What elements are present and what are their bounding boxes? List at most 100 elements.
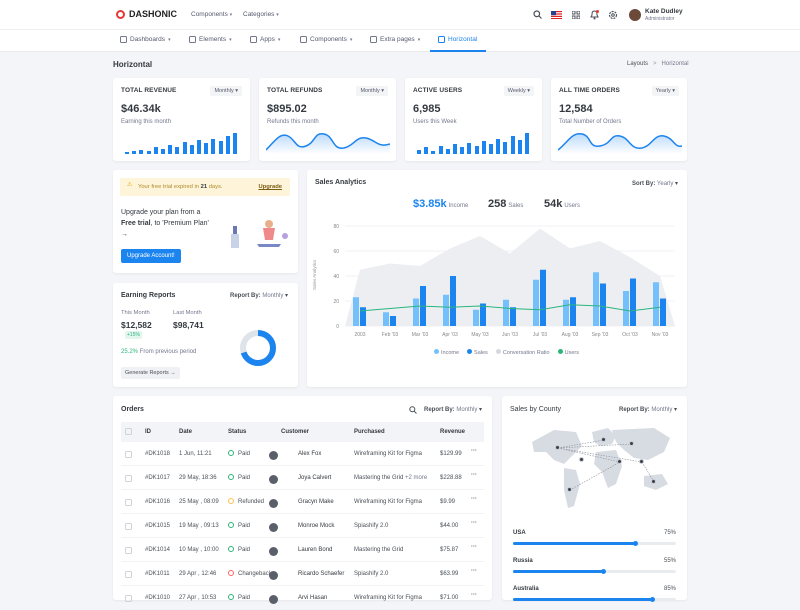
order-revenue: $44.00 xyxy=(440,523,459,529)
more-actions-icon[interactable]: ··· xyxy=(471,592,477,598)
table-row[interactable]: #DK1015 19 May , 09:13 Paid Monroe Mock Spia… xyxy=(121,514,484,538)
col-customer[interactable]: Customer xyxy=(281,429,310,435)
x-tick-label: Jun '03 xyxy=(502,332,518,338)
stat-filter-dropdown[interactable]: Monthly ▾ xyxy=(356,86,388,96)
sparkline-bar xyxy=(211,138,216,154)
order-id[interactable]: #DK1016 xyxy=(145,499,171,505)
row-checkbox[interactable] xyxy=(125,571,132,578)
more-actions-icon[interactable]: ··· xyxy=(471,544,477,550)
order-revenue: $228.88 xyxy=(440,475,462,481)
sparkline-bar xyxy=(197,140,201,154)
row-checkbox[interactable] xyxy=(125,475,132,482)
arrow-right-icon: → xyxy=(170,370,176,376)
purchased-extra[interactable]: +2 more xyxy=(405,475,428,481)
sort-dropdown[interactable]: Sort By: Yearly ▾ xyxy=(632,181,679,187)
stat-filter-dropdown[interactable]: Weekly ▾ xyxy=(503,86,534,96)
map-marker[interactable] xyxy=(567,487,572,492)
menu-horizontal[interactable]: Horizontal xyxy=(438,36,477,43)
row-checkbox[interactable] xyxy=(125,451,132,458)
stat-filter-dropdown[interactable]: Monthly ▾ xyxy=(210,86,242,96)
table-row[interactable]: #DK1014 10 May , 10:00 Paid Lauren Bond Mast… xyxy=(121,538,484,562)
order-revenue: $75.87 xyxy=(440,547,459,553)
menu-dashboards[interactable]: Dashboards ▾ xyxy=(120,36,171,43)
legend-item[interactable]: Sales xyxy=(467,349,488,356)
gear-icon[interactable] xyxy=(608,10,618,20)
chevron-down-icon: ▾ xyxy=(229,12,233,18)
row-checkbox[interactable] xyxy=(125,499,132,506)
series-area-conversation-ratio xyxy=(345,228,675,326)
stat-subtitle: Earning this month xyxy=(121,119,172,125)
categories-menu[interactable]: Categories ▾ xyxy=(243,11,279,18)
bar-sales xyxy=(510,307,516,326)
menu-elements[interactable]: Elements ▾ xyxy=(189,36,232,43)
legend-item[interactable]: Conversation Ratio xyxy=(495,349,550,356)
earning-report-dropdown[interactable]: Report By: Monthly ▾ xyxy=(230,293,289,299)
more-actions-icon[interactable]: ··· xyxy=(471,496,477,502)
map-marker[interactable] xyxy=(651,479,656,484)
more-actions-icon[interactable]: ··· xyxy=(471,520,477,526)
components-menu[interactable]: Components ▾ xyxy=(191,11,232,18)
col-status[interactable]: Status xyxy=(228,429,247,435)
order-revenue: $63.99 xyxy=(440,571,459,577)
order-id[interactable]: #DK1018 xyxy=(145,451,171,457)
avatar xyxy=(269,523,278,532)
search-icon[interactable] xyxy=(409,406,417,414)
map-marker[interactable] xyxy=(579,457,584,462)
stat-value: $46.34k xyxy=(121,103,161,115)
filter-label: Monthly xyxy=(360,88,380,94)
table-row[interactable]: #DK1010 27 Apr , 10:53 Paid Arvi Hasan Wiref… xyxy=(121,586,484,610)
us-flag-icon[interactable] xyxy=(551,11,562,19)
order-id[interactable]: #DK1017 xyxy=(145,475,171,481)
order-id[interactable]: #DK1010 xyxy=(145,595,171,601)
chevron-down-icon: ▾ xyxy=(229,36,232,43)
col-purchased[interactable]: Purchased xyxy=(354,429,385,435)
upgrade-account-button[interactable]: Upgrade Account! xyxy=(121,249,181,263)
row-checkbox[interactable] xyxy=(125,595,132,602)
col-id[interactable]: ID xyxy=(145,429,151,435)
more-actions-icon[interactable]: ··· xyxy=(471,448,477,454)
map-marker[interactable] xyxy=(629,441,634,446)
stat-filter-dropdown[interactable]: Yearly ▾ xyxy=(651,86,679,96)
map-marker[interactable] xyxy=(617,459,622,464)
menu-apps[interactable]: Apps ▾ xyxy=(250,36,280,43)
search-icon[interactable] xyxy=(533,10,542,19)
order-id[interactable]: #DK1015 xyxy=(145,523,171,529)
map-marker[interactable] xyxy=(555,445,560,450)
apps-grid-icon[interactable] xyxy=(572,11,580,19)
categories-label: Categories xyxy=(243,11,275,18)
chevron-down-icon: ▾ xyxy=(277,36,281,43)
map-marker[interactable] xyxy=(601,437,606,442)
legend-item[interactable]: Income xyxy=(434,349,459,356)
table-row[interactable]: #DK1017 29 May, 18:36 Paid Joya Calvert Mast… xyxy=(121,466,484,490)
orders-table-header: ID Date Status Customer Purchased Revenu… xyxy=(121,422,484,442)
map-marker[interactable] xyxy=(639,459,644,464)
row-checkbox[interactable] xyxy=(125,547,132,554)
bell-icon[interactable] xyxy=(590,10,599,20)
menu-extra-pages[interactable]: Extra pages ▾ xyxy=(370,36,420,43)
county-report-dropdown[interactable]: Report By: Monthly ▾ xyxy=(619,407,678,413)
table-row[interactable]: #DK1016 25 May , 08:09 Refunded Gracyn Make… xyxy=(121,490,484,514)
upgrade-link[interactable]: Upgrade xyxy=(258,184,282,190)
more-actions-icon[interactable]: ··· xyxy=(471,568,477,574)
bar-income xyxy=(413,298,419,326)
order-date: 25 May , 08:09 xyxy=(179,499,219,505)
order-id[interactable]: #DK1011 xyxy=(145,571,170,577)
more-actions-icon[interactable]: ··· xyxy=(471,472,477,478)
col-revenue[interactable]: Revenue xyxy=(440,429,466,435)
generate-reports-button[interactable]: Generate Reports → xyxy=(121,367,180,379)
order-id[interactable]: #DK1014 xyxy=(145,547,171,553)
row-checkbox[interactable] xyxy=(125,523,132,530)
sales-analytics-card: Sales Analytics Sort By: Yearly ▾ $3.85k… xyxy=(307,170,687,387)
select-all-checkbox[interactable] xyxy=(125,428,132,435)
bar-income xyxy=(443,294,449,326)
orders-report-dropdown[interactable]: Report By: Monthly ▾ xyxy=(424,407,483,413)
table-row[interactable]: #DK1011 29 Apr , 12:46 Changeback Ricardo S… xyxy=(121,562,484,586)
table-row[interactable]: #DK1018 1 Jun, 11:21 Paid Alex Fox Wireframi… xyxy=(121,442,484,466)
avatar[interactable] xyxy=(629,9,641,21)
user-name[interactable]: Kate Dudley xyxy=(645,8,683,15)
brand-logo[interactable]: DASHONIC xyxy=(116,9,177,19)
col-date[interactable]: Date xyxy=(179,429,193,435)
menu-components[interactable]: Components ▾ xyxy=(300,36,352,43)
legend-item[interactable]: Users xyxy=(557,349,579,356)
breadcrumb-layouts[interactable]: Layouts xyxy=(627,61,649,67)
